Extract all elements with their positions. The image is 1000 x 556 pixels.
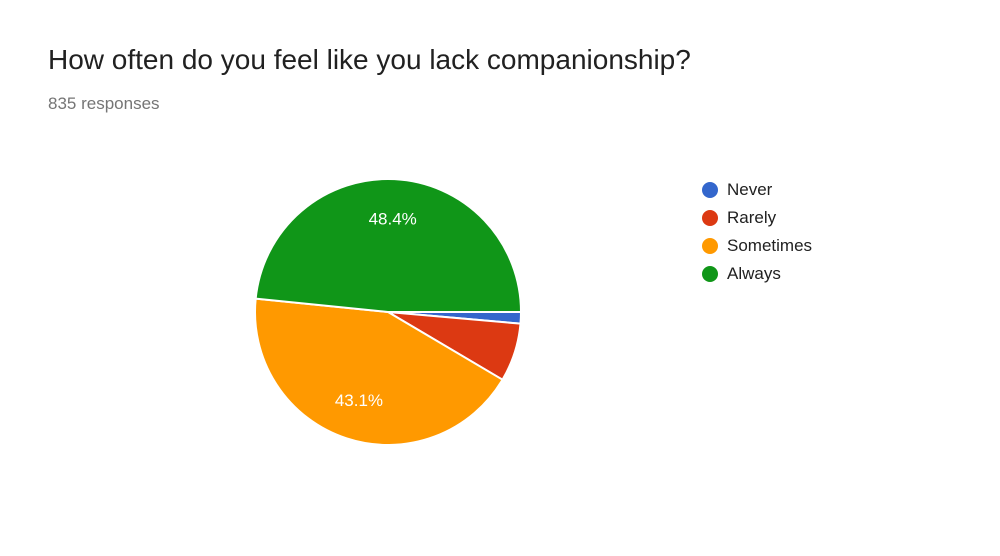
chart-title: How often do you feel like you lack comp… <box>48 44 691 75</box>
legend-item-rarely: Rarely <box>702 204 812 232</box>
legend-swatch-always <box>702 266 718 282</box>
chart-legend: Never Rarely Sometimes Always <box>702 176 812 288</box>
legend-label-rarely: Rarely <box>727 208 777 227</box>
legend-label-never: Never <box>727 180 773 199</box>
slice-label-always: 48.4% <box>369 210 417 229</box>
legend-swatch-rarely <box>702 210 718 226</box>
response-count: 835 responses <box>48 94 160 113</box>
legend-item-sometimes: Sometimes <box>702 232 812 260</box>
legend-item-never: Never <box>702 176 812 204</box>
legend-swatch-never <box>702 182 718 198</box>
legend-swatch-sometimes <box>702 238 718 254</box>
legend-label-sometimes: Sometimes <box>727 236 813 255</box>
pie-slice-always <box>254 177 522 313</box>
legend-item-always: Always <box>702 260 812 288</box>
legend-label-always: Always <box>727 264 781 283</box>
slice-label-sometimes: 43.1% <box>335 391 383 410</box>
pie-slice-sometimes <box>254 297 504 446</box>
